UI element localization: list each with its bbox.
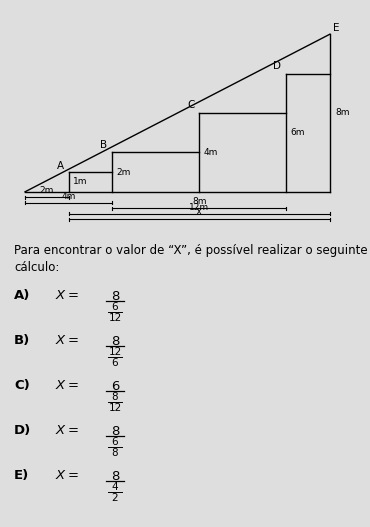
Text: 4m: 4m <box>203 148 218 157</box>
Text: $X=$: $X=$ <box>55 334 79 347</box>
Text: 2m: 2m <box>40 187 54 196</box>
Text: $X=$: $X=$ <box>55 289 79 302</box>
Text: Para encontrar o valor de “X”, é possível realizar o seguinte
cálculo:: Para encontrar o valor de “X”, é possíve… <box>14 245 368 275</box>
Text: C: C <box>187 100 195 110</box>
Text: 2m: 2m <box>116 168 131 177</box>
Text: 8: 8 <box>111 290 119 304</box>
Text: A): A) <box>14 289 30 302</box>
Text: C): C) <box>14 379 30 392</box>
Text: D): D) <box>14 424 31 437</box>
Text: 12: 12 <box>108 347 122 357</box>
Text: 2: 2 <box>112 493 118 503</box>
Text: 8: 8 <box>112 448 118 458</box>
Text: 4m: 4m <box>61 192 76 201</box>
Text: 6: 6 <box>112 437 118 447</box>
Text: 8: 8 <box>111 425 119 438</box>
Text: 4: 4 <box>112 482 118 492</box>
Text: 12m: 12m <box>189 203 209 212</box>
Text: 12: 12 <box>108 403 122 413</box>
Text: X: X <box>196 208 202 218</box>
Text: 6m: 6m <box>290 128 305 137</box>
Text: D: D <box>273 61 281 71</box>
Text: $X=$: $X=$ <box>55 424 79 437</box>
Text: 8m: 8m <box>335 109 350 118</box>
Text: A: A <box>57 161 64 171</box>
Text: E: E <box>333 23 340 33</box>
Text: $X=$: $X=$ <box>55 469 79 482</box>
Text: 8m: 8m <box>192 198 206 207</box>
Text: 12: 12 <box>108 314 122 324</box>
Text: E): E) <box>14 469 29 482</box>
Text: 6: 6 <box>111 380 119 393</box>
Text: 8: 8 <box>111 470 119 483</box>
Text: 6: 6 <box>112 302 118 313</box>
Text: $X=$: $X=$ <box>55 379 79 392</box>
Text: 8: 8 <box>111 335 119 348</box>
Text: 8: 8 <box>112 392 118 402</box>
Text: B: B <box>100 140 107 150</box>
Text: 6: 6 <box>112 358 118 368</box>
Text: 1m: 1m <box>73 178 87 187</box>
Text: B): B) <box>14 334 30 347</box>
